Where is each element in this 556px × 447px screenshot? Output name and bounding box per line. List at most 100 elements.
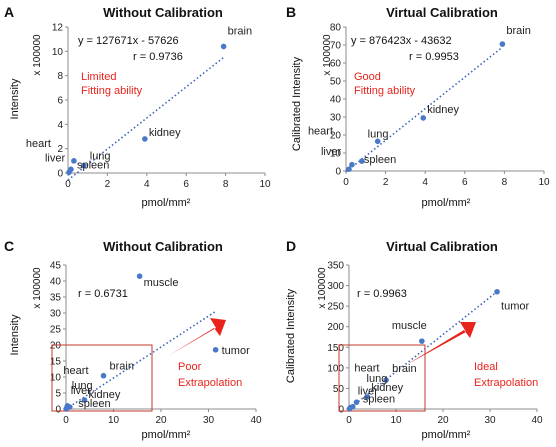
y-tick-label: 200	[327, 322, 344, 333]
point-label-liver: liver	[321, 146, 342, 158]
x-tick-label: 40	[250, 415, 262, 426]
y-tick-label: 40	[330, 95, 342, 106]
data-point-tumor	[212, 347, 219, 353]
x-tick-label: 0	[65, 179, 71, 190]
point-label-heart: heart	[308, 126, 333, 138]
x-tick-label: 2	[383, 177, 389, 188]
data-point-liver	[346, 166, 352, 172]
panel-a-note-line1: Limited	[81, 71, 116, 83]
y-tick-label: 0	[338, 405, 344, 416]
panel-b-equation: y = 876423x - 43632	[351, 35, 452, 47]
data-point-muscle	[136, 273, 143, 280]
point-label-heart: heart	[354, 363, 379, 375]
data-point-heart	[71, 158, 77, 164]
panel-d-ylabel: Calibrated Intensity	[285, 288, 297, 383]
y-tick-label: 30	[50, 309, 62, 320]
panel-d-note-line2: Extrapolation	[474, 377, 538, 389]
panel-a-equation: y = 127671x - 57626	[78, 35, 179, 47]
point-label-brain: brain	[228, 25, 252, 37]
panel-c: C Without Calibration Intensity x 100000…	[4, 238, 262, 441]
y-tick-label: 8	[57, 71, 63, 82]
data-point-brain	[383, 377, 389, 383]
trendline	[348, 291, 498, 410]
data-point-kidney	[81, 397, 88, 403]
x-tick-label: 4	[144, 179, 150, 190]
y-tick-label: 35	[50, 293, 62, 304]
panel-label-b: B	[286, 4, 296, 20]
point-label-spleen: spleen	[78, 398, 110, 410]
y-tick-label: 45	[50, 261, 62, 272]
point-label-kidney: kidney	[427, 104, 459, 116]
point-label-lung: lung	[90, 151, 111, 163]
y-tick-label: 0	[55, 405, 61, 416]
panel-c-yunit: x 100000	[32, 267, 43, 309]
x-tick-label: 10	[108, 415, 120, 426]
point-label-kidney: kidney	[371, 382, 403, 394]
data-point-spleen	[349, 403, 356, 410]
point-label-spleen: spleen	[77, 159, 109, 171]
panel-a-title: Without Calibration	[103, 5, 223, 20]
point-label-kidney: kidney	[149, 127, 181, 139]
panel-c-xlabel: pmol/mm²	[142, 429, 191, 441]
data-point-kidney	[364, 394, 371, 400]
y-tick-label: 20	[330, 131, 342, 142]
panel-d-plot: 0 10 20 30 40050100150200250300350tumormuscl…	[327, 261, 543, 427]
panel-c-r-value: r = 0.6731	[78, 288, 128, 300]
y-tick-label: 2	[57, 144, 63, 155]
point-label-spleen: spleen	[364, 154, 396, 166]
panel-d-r-value: r = 0.9963	[357, 288, 407, 300]
panel-c-title: Without Calibration	[103, 239, 223, 254]
data-point-kidney	[142, 136, 148, 142]
y-tick-label: 100	[327, 363, 344, 374]
panel-d-note-line1: Ideal	[474, 361, 498, 373]
point-label-lung: lung	[368, 128, 389, 140]
point-label-tumor: tumor	[222, 345, 250, 357]
panel-label-d: D	[286, 238, 296, 254]
data-point-spleen	[359, 158, 365, 164]
y-tick-label: 80	[330, 23, 342, 34]
x-tick-label: 0	[63, 415, 69, 426]
point-label-brain: brain	[392, 363, 416, 375]
panel-b-note-line1: Good	[354, 71, 381, 83]
y-tick-label: 20	[50, 341, 62, 352]
x-tick-label: 0	[346, 415, 352, 426]
y-tick-label: 10	[50, 373, 62, 384]
panel-a-plot: 0 2 4 6 8 10 0 2 4 6 8 10 12 brain kidney heart lung live…	[26, 23, 271, 191]
data-point-spleen	[63, 406, 70, 412]
panel-a-ylabel: Intensity	[9, 78, 21, 119]
data-point-lung	[353, 399, 360, 406]
x-tick-label: 30	[484, 415, 496, 426]
x-tick-label: 4	[422, 177, 428, 188]
x-tick-label: 6	[183, 179, 189, 190]
x-tick-label: 6	[462, 177, 468, 188]
y-tick-label: 15	[50, 357, 62, 368]
y-tick-label: 60	[330, 59, 342, 70]
y-tick-label: 12	[52, 23, 64, 34]
point-label-lung: lung	[367, 373, 388, 385]
panel-b-title: Virtual Calibration	[386, 5, 498, 20]
x-tick-label: 30	[203, 415, 215, 426]
data-point-heart	[349, 161, 355, 168]
point-label-liver: liver	[71, 385, 92, 397]
y-tick-label: 5	[55, 389, 61, 400]
panel-d-title: Virtual Calibration	[386, 239, 498, 254]
data-point-muscle	[419, 338, 425, 344]
point-label-heart: heart	[63, 365, 88, 377]
panel-b-plot: 0 2 4 6 8 10 0 10 20 30 40 50 60 70 80 brain kidney heart…	[308, 23, 550, 189]
x-tick-label: 8	[502, 177, 508, 188]
data-point-tumor	[494, 288, 500, 295]
y-tick-label: 150	[327, 343, 344, 354]
y-tick-label: 250	[327, 302, 344, 313]
panel-a-yunit: x 100000	[32, 34, 43, 76]
x-tick-label: 20	[155, 415, 167, 426]
point-label-muscle: muscle	[144, 277, 179, 289]
data-point-brain	[499, 41, 506, 47]
trendline	[65, 310, 217, 410]
point-label-spleen: spleen	[363, 394, 395, 406]
panel-c-ylabel: Intensity	[9, 314, 21, 355]
point-label-tumor: tumor	[501, 301, 529, 313]
panel-d-xlabel: pmol/mm²	[422, 429, 471, 441]
panel-label-c: C	[4, 238, 14, 254]
data-point-brain	[100, 372, 107, 379]
